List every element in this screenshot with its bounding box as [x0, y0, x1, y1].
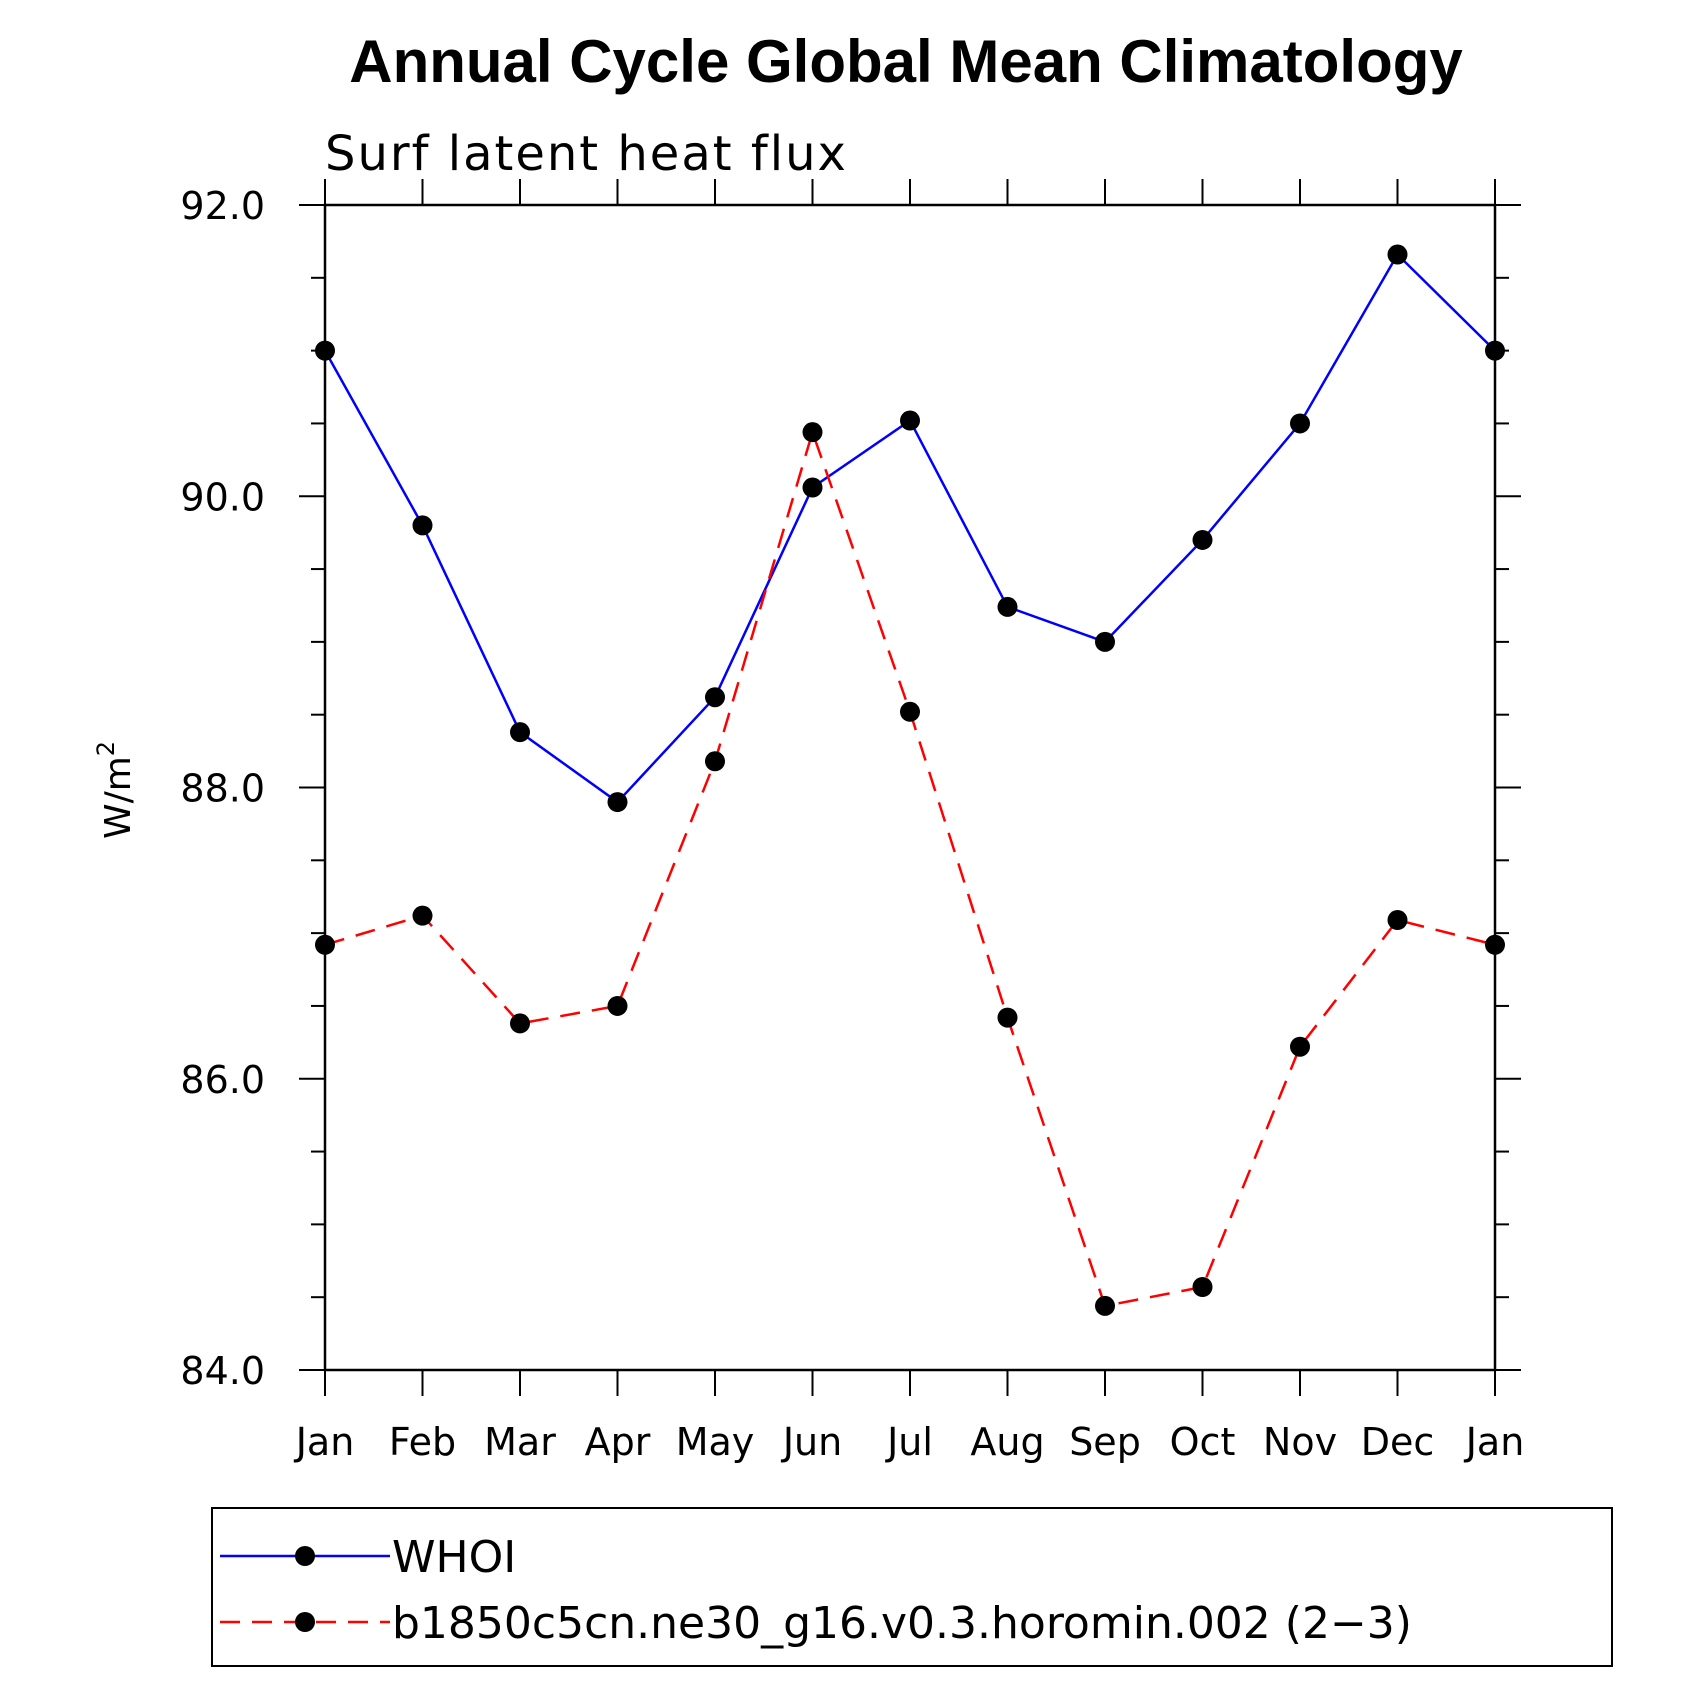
x-tick-label: Dec	[1361, 1420, 1435, 1464]
data-point	[997, 596, 1018, 617]
data-point	[1387, 910, 1408, 931]
series-layer	[315, 244, 1505, 1316]
x-tick-label: Aug	[970, 1420, 1044, 1464]
x-tick-label: Jun	[781, 1420, 842, 1464]
data-point	[1095, 1295, 1115, 1316]
data-point	[1192, 529, 1213, 550]
data-point	[510, 1013, 530, 1034]
x-tick-label: Oct	[1170, 1420, 1236, 1464]
x-tick-label: Sep	[1069, 1420, 1141, 1464]
y-tick-label: 90.0	[180, 475, 265, 519]
data-point	[1192, 1276, 1213, 1297]
data-point	[412, 905, 433, 926]
data-point	[1290, 1036, 1310, 1057]
series-line	[324, 428, 1496, 1308]
y-tick-label: 88.0	[180, 767, 265, 811]
data-point	[705, 687, 725, 708]
y-axis: 84.0 86.0 88.0 90.0 92.0	[180, 184, 1521, 1393]
legend-marker	[295, 1546, 315, 1566]
series-2	[315, 422, 1505, 1316]
x-tick-label: Jan	[1464, 1420, 1525, 1464]
data-point	[900, 410, 920, 431]
data-point	[997, 1007, 1018, 1028]
data-point	[315, 934, 335, 955]
y-tick-label: 92.0	[180, 184, 265, 228]
legend-label: WHOI	[392, 1532, 516, 1583]
data-point	[802, 477, 823, 498]
data-point	[412, 515, 433, 536]
data-point	[1485, 934, 1505, 955]
chart-subtitle: Surf latent heat flux	[325, 126, 848, 182]
chart-title: Annual Cycle Global Mean Climatology	[349, 28, 1463, 95]
x-tick-label: Mar	[484, 1420, 556, 1464]
x-tick-label: Nov	[1263, 1420, 1337, 1464]
y-tick-label: 84.0	[180, 1349, 265, 1393]
legend: WHOI b1850c5cn.ne30_g16.v0.3.horomin.002 …	[211, 1507, 1613, 1667]
data-point	[1095, 631, 1115, 652]
data-point	[1485, 340, 1505, 361]
data-point	[802, 422, 823, 443]
data-point	[705, 751, 725, 772]
x-tick-label: Apr	[585, 1420, 651, 1464]
data-point	[1290, 413, 1310, 434]
y-axis-label-unit: W/m	[98, 756, 139, 839]
data-point	[900, 701, 920, 722]
y-axis-label-superscript: 2	[92, 741, 120, 756]
legend-label: b1850c5cn.ne30_g16.v0.3.horomin.002 (2−3…	[392, 1598, 1412, 1649]
plot-frame	[323, 203, 1497, 1372]
legend-entries: WHOI b1850c5cn.ne30_g16.v0.3.horomin.002 …	[220, 1532, 1412, 1649]
x-tick-label: Feb	[389, 1420, 456, 1464]
data-point	[607, 995, 628, 1016]
y-tick-label: 86.0	[180, 1058, 265, 1102]
data-point	[315, 340, 335, 361]
x-axis: Jan Feb Mar Apr May Jun Jul Aug Sep Oct Nov Dec Jan	[294, 179, 1525, 1464]
x-tick-label: May	[676, 1420, 755, 1464]
data-point	[607, 792, 628, 813]
data-point	[1387, 244, 1408, 265]
data-point	[510, 722, 530, 743]
x-tick-label: Jan	[294, 1420, 355, 1464]
legend-marker	[295, 1612, 315, 1632]
y-axis-label: W/m2	[92, 741, 139, 839]
x-tick-label: Jul	[885, 1420, 933, 1464]
legend-box	[211, 1507, 1613, 1667]
series-1	[315, 244, 1505, 813]
